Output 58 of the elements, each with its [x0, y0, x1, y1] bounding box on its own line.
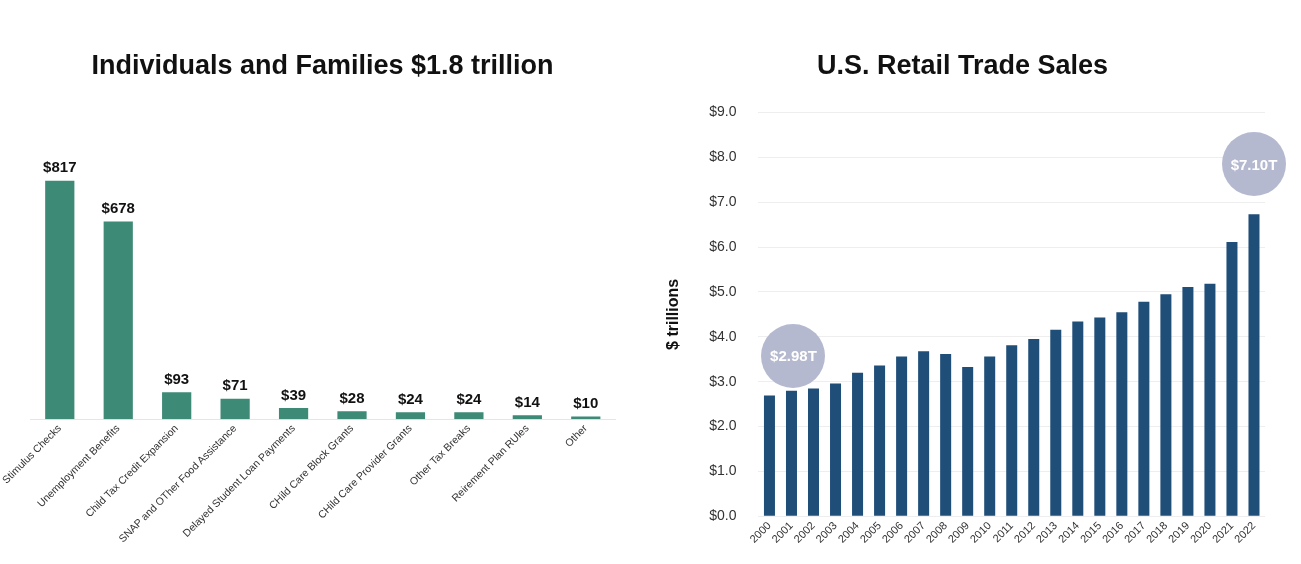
y-tick-label: $0.0	[709, 507, 737, 524]
bar	[785, 390, 797, 516]
y-tick-label: $2.0	[709, 417, 737, 434]
bar	[278, 407, 309, 420]
bar	[874, 365, 886, 516]
bar	[1072, 321, 1084, 516]
bar	[45, 180, 75, 420]
y-tick-label: $3.0	[709, 372, 737, 389]
bar	[1160, 294, 1172, 516]
y-tick-label: $1.0	[709, 462, 737, 479]
chart-title: Individuals and Families $1.8 trillion	[91, 49, 554, 80]
data-label: $24	[397, 390, 424, 407]
bar	[571, 416, 601, 420]
circle-badge: $2.98T	[761, 323, 826, 388]
bar	[512, 415, 542, 420]
bar	[962, 366, 974, 516]
bar	[1028, 339, 1040, 516]
bar	[830, 383, 842, 516]
bar	[454, 412, 484, 420]
y-axis-title: $ trillions	[664, 278, 682, 350]
bar	[1226, 242, 1238, 516]
data-label: $93	[164, 369, 190, 387]
data-label: $71	[222, 376, 248, 394]
data-label: $10	[573, 394, 599, 412]
bar	[896, 356, 908, 516]
bar	[1182, 287, 1194, 516]
bar	[1248, 214, 1260, 516]
bar	[763, 395, 775, 516]
bar	[395, 412, 426, 420]
bar	[1204, 283, 1216, 516]
y-tick-label: $9.0	[709, 103, 737, 120]
bar	[1006, 345, 1018, 516]
bar	[940, 353, 952, 516]
bar	[220, 398, 250, 420]
data-label: $39	[281, 385, 307, 403]
bar	[162, 392, 192, 420]
bar	[808, 388, 820, 516]
y-tick-label: $7.0	[709, 193, 737, 210]
data-label: $678	[101, 199, 135, 217]
data-label: $817	[43, 158, 77, 176]
y-tick-label: $5.0	[709, 282, 737, 299]
bar	[918, 351, 930, 516]
y-tick-label: $8.0	[709, 148, 737, 165]
chart-title: U.S. Retail Trade Sales	[816, 49, 1109, 80]
y-tick-label: $6.0	[709, 237, 737, 254]
bar	[852, 372, 864, 516]
bar	[1138, 301, 1150, 516]
circle-badge: $7.10T	[1222, 132, 1286, 197]
bar	[1050, 329, 1062, 516]
data-label: $24	[456, 390, 483, 407]
bar	[103, 221, 133, 420]
bar	[1116, 312, 1128, 516]
bar	[1094, 317, 1106, 516]
data-label: $14	[514, 392, 541, 410]
y-tick-label: $4.0	[709, 327, 737, 344]
data-label: $28	[339, 388, 365, 406]
bar	[984, 356, 996, 516]
bar	[337, 411, 367, 420]
